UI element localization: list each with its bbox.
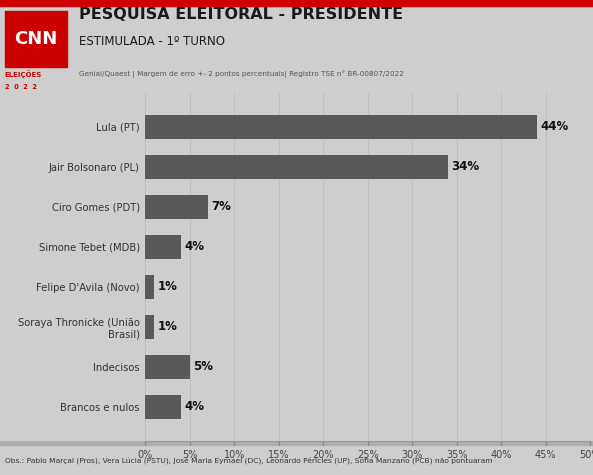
Text: 2  0  2  2: 2 0 2 2: [5, 84, 37, 90]
Bar: [0, 441, 593, 445]
Bar: [145, 195, 208, 219]
Bar: [145, 355, 190, 379]
Text: 1%: 1%: [158, 320, 178, 333]
FancyBboxPatch shape: [5, 11, 67, 67]
Bar: [145, 395, 181, 419]
Text: PESQUISA ELEITORAL - PRESIDENTE: PESQUISA ELEITORAL - PRESIDENTE: [79, 7, 403, 22]
Text: 1%: 1%: [158, 280, 178, 293]
Bar: [0, 0, 593, 7]
Text: Obs.: Pablo Marçal (Pros), Vera Lúcia (PSTU), José Maria Eymael (DC), Leonardo P: Obs.: Pablo Marçal (Pros), Vera Lúcia (P…: [5, 457, 492, 465]
Bar: [145, 235, 181, 259]
Text: 4%: 4%: [184, 400, 205, 413]
Text: 7%: 7%: [211, 200, 231, 213]
Text: 5%: 5%: [193, 360, 213, 373]
Bar: [145, 275, 154, 299]
Text: Genial/Quaest | Margem de erro +- 2 pontos percentuais| Registro TSE n° BR-00807: Genial/Quaest | Margem de erro +- 2 pont…: [79, 70, 404, 78]
Text: ELEIÇÕES: ELEIÇÕES: [5, 70, 42, 78]
Text: CNN: CNN: [14, 30, 58, 48]
Bar: [145, 114, 537, 139]
Text: ESTIMULADA - 1º TURNO: ESTIMULADA - 1º TURNO: [79, 35, 225, 48]
Text: 4%: 4%: [184, 240, 205, 253]
Text: 44%: 44%: [540, 120, 569, 133]
Bar: [145, 315, 154, 339]
Text: 34%: 34%: [451, 160, 479, 173]
Bar: [145, 155, 448, 179]
